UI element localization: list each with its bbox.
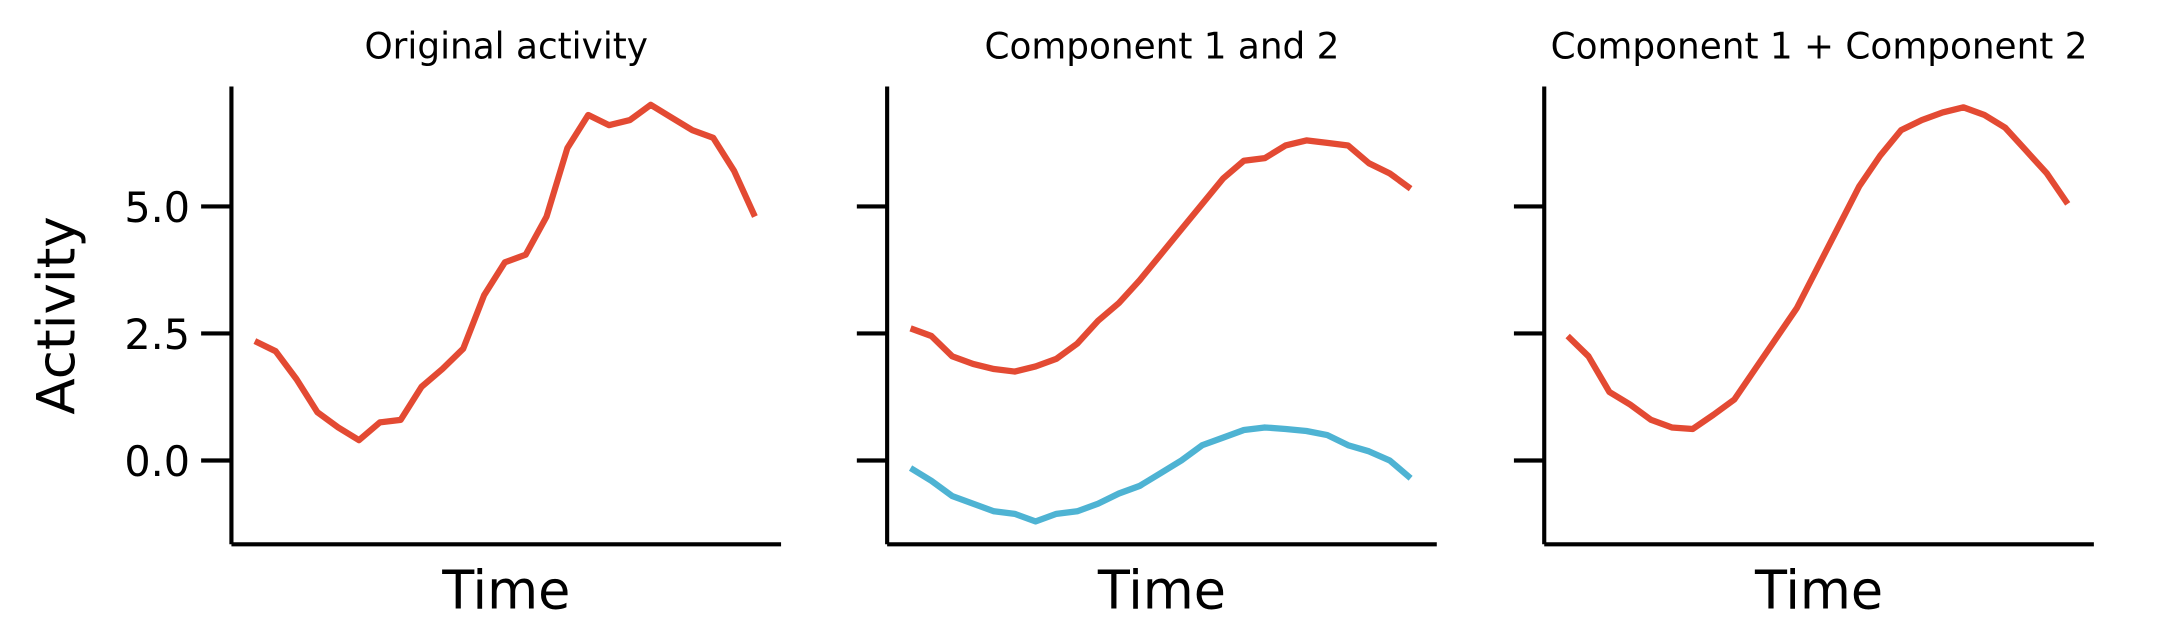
chart-title: Original activity [364,25,648,67]
x-axis-label: Time [1754,560,1883,621]
data-line [909,137,1413,375]
y-axis-label: Activity [27,216,88,414]
x-axis-label: Time [1097,560,1226,621]
data-line [908,424,1413,525]
y-tick-label: 2.5 [124,310,190,359]
y-tick-label: 0.0 [124,437,190,486]
y-tick-label: 5.0 [124,183,190,232]
chart-title: Component 1 and 2 [984,25,1339,67]
chart-title: Component 1 + Component 2 [1551,25,2088,67]
x-axis-label: Time [441,560,570,621]
data-line [1565,104,2071,433]
data-line [253,101,758,444]
